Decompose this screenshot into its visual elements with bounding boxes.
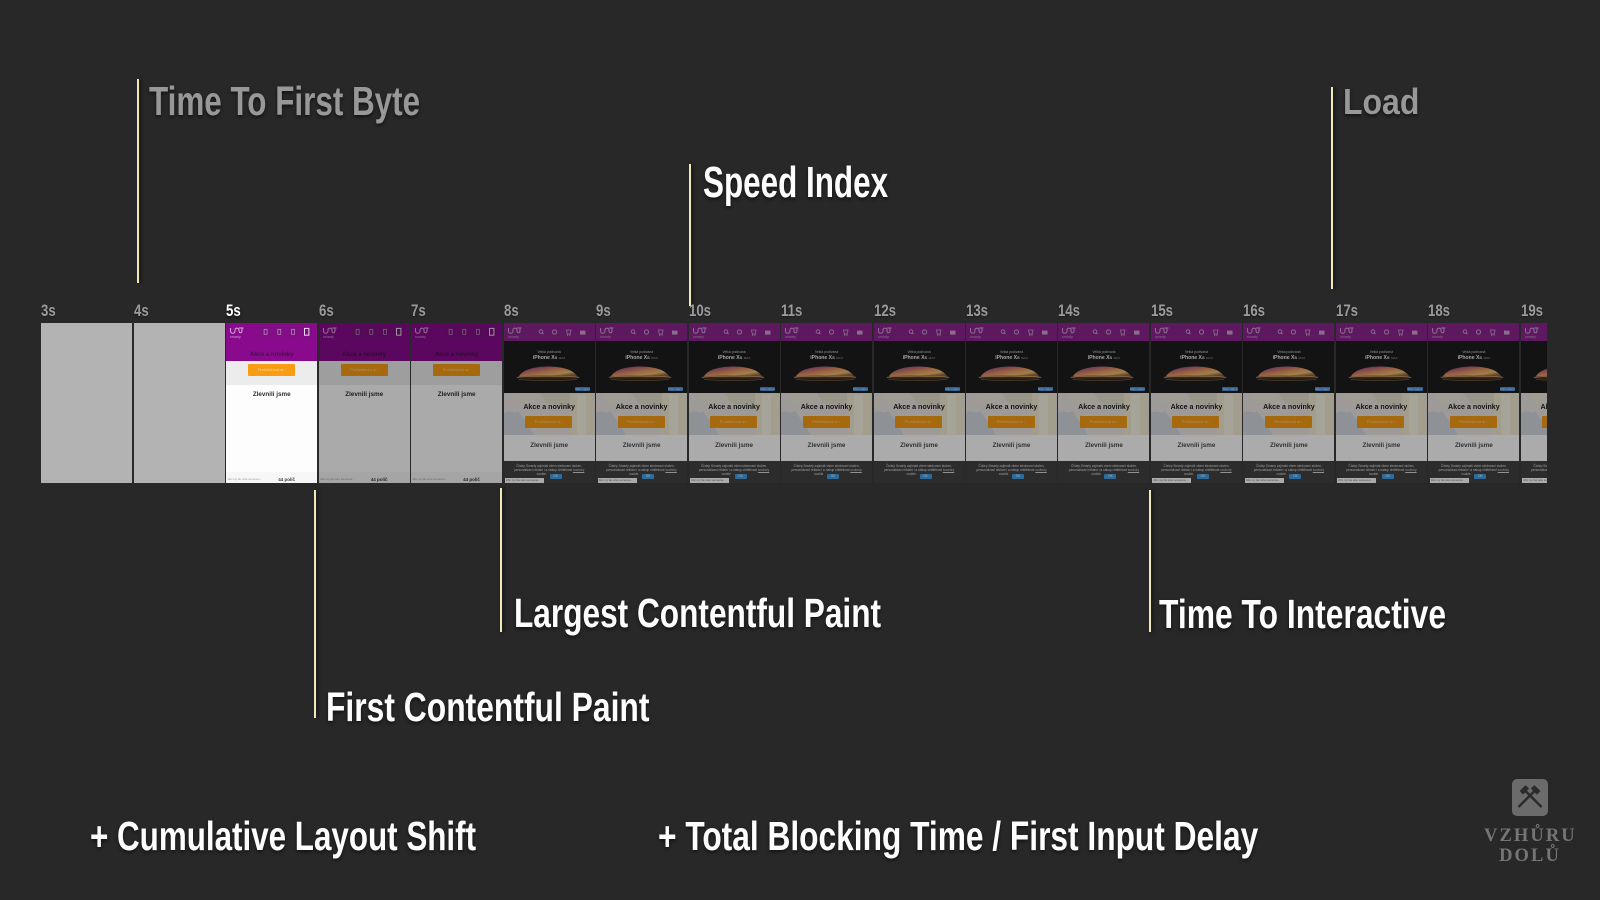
svg-text:smarty: smarty [323, 335, 334, 339]
svg-text:smarty: smarty [1525, 335, 1536, 339]
svg-text:smarty: smarty [878, 335, 889, 339]
svg-text:smarty: smarty [508, 335, 519, 339]
svg-text:smarty: smarty [970, 335, 981, 339]
svg-text:smarty: smarty [1155, 335, 1166, 339]
svg-text:smarty: smarty [1432, 335, 1443, 339]
svg-text:smarty: smarty [1062, 335, 1073, 339]
svg-text:smarty: smarty [785, 335, 796, 339]
svg-text:smarty: smarty [415, 335, 426, 339]
svg-text:smarty: smarty [600, 335, 611, 339]
svg-text:smarty: smarty [693, 335, 704, 339]
svg-text:smarty: smarty [230, 335, 241, 339]
svg-text:smarty: smarty [1340, 335, 1351, 339]
svg-text:smarty: smarty [1247, 335, 1258, 339]
